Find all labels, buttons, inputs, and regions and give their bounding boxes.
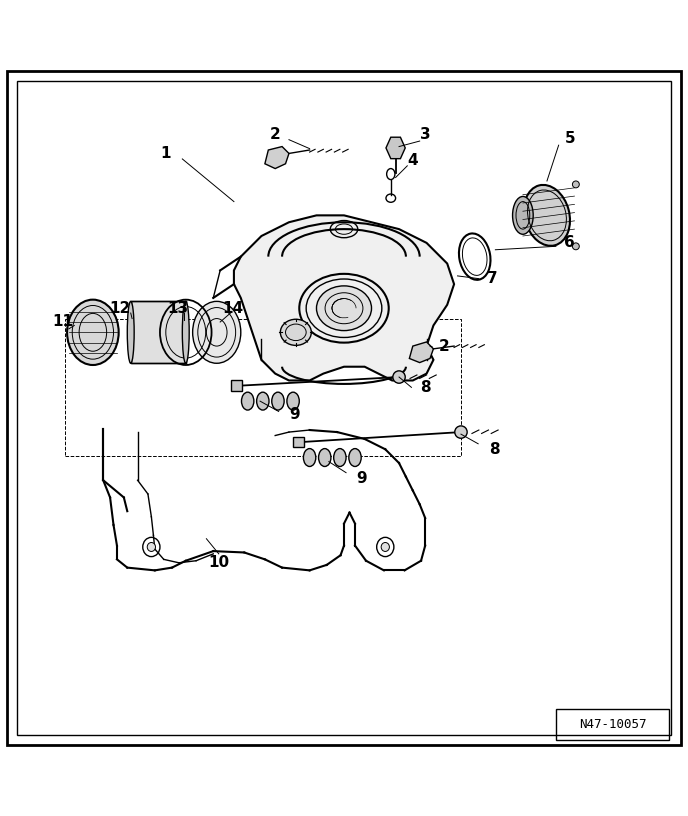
Text: 4: 4 [407,153,418,168]
Ellipse shape [572,243,579,250]
Bar [65,318,461,456]
Ellipse shape [182,301,189,363]
Text: 14: 14 [222,301,243,316]
Polygon shape [293,437,304,447]
Ellipse shape [381,543,389,552]
Ellipse shape [572,181,579,188]
Ellipse shape [241,392,254,410]
Ellipse shape [524,185,570,246]
Text: 13: 13 [167,301,188,316]
Ellipse shape [147,543,155,552]
Ellipse shape [127,301,134,363]
Ellipse shape [67,299,119,365]
Polygon shape [131,301,186,363]
Ellipse shape [334,449,346,467]
Polygon shape [409,342,433,362]
Text: 5: 5 [564,131,575,146]
Text: 7: 7 [487,271,498,286]
Text: 1: 1 [160,146,171,161]
Ellipse shape [287,392,299,410]
Text: 8: 8 [488,441,499,457]
Text: 6: 6 [564,235,575,251]
Ellipse shape [257,392,269,410]
Ellipse shape [513,197,533,234]
Ellipse shape [272,392,284,410]
Text: 2: 2 [270,126,281,142]
Ellipse shape [389,140,402,156]
Ellipse shape [393,370,405,384]
Ellipse shape [319,449,331,467]
Text: 12: 12 [110,301,131,316]
Text: 2: 2 [438,339,449,353]
Ellipse shape [303,449,316,467]
Bar [556,708,669,739]
Text: 3: 3 [420,126,431,142]
Text: N47-10057: N47-10057 [579,717,647,730]
Polygon shape [386,137,405,158]
Text: 9: 9 [356,471,367,486]
Text: 10: 10 [208,556,229,570]
Ellipse shape [193,301,241,363]
Ellipse shape [455,426,467,438]
Ellipse shape [316,286,372,330]
Ellipse shape [349,449,361,467]
Text: 8: 8 [420,380,431,395]
Ellipse shape [280,319,311,345]
Text: 9: 9 [289,407,300,423]
Polygon shape [234,215,454,380]
Polygon shape [231,380,242,391]
Text: 11: 11 [53,314,74,330]
Polygon shape [265,147,289,169]
